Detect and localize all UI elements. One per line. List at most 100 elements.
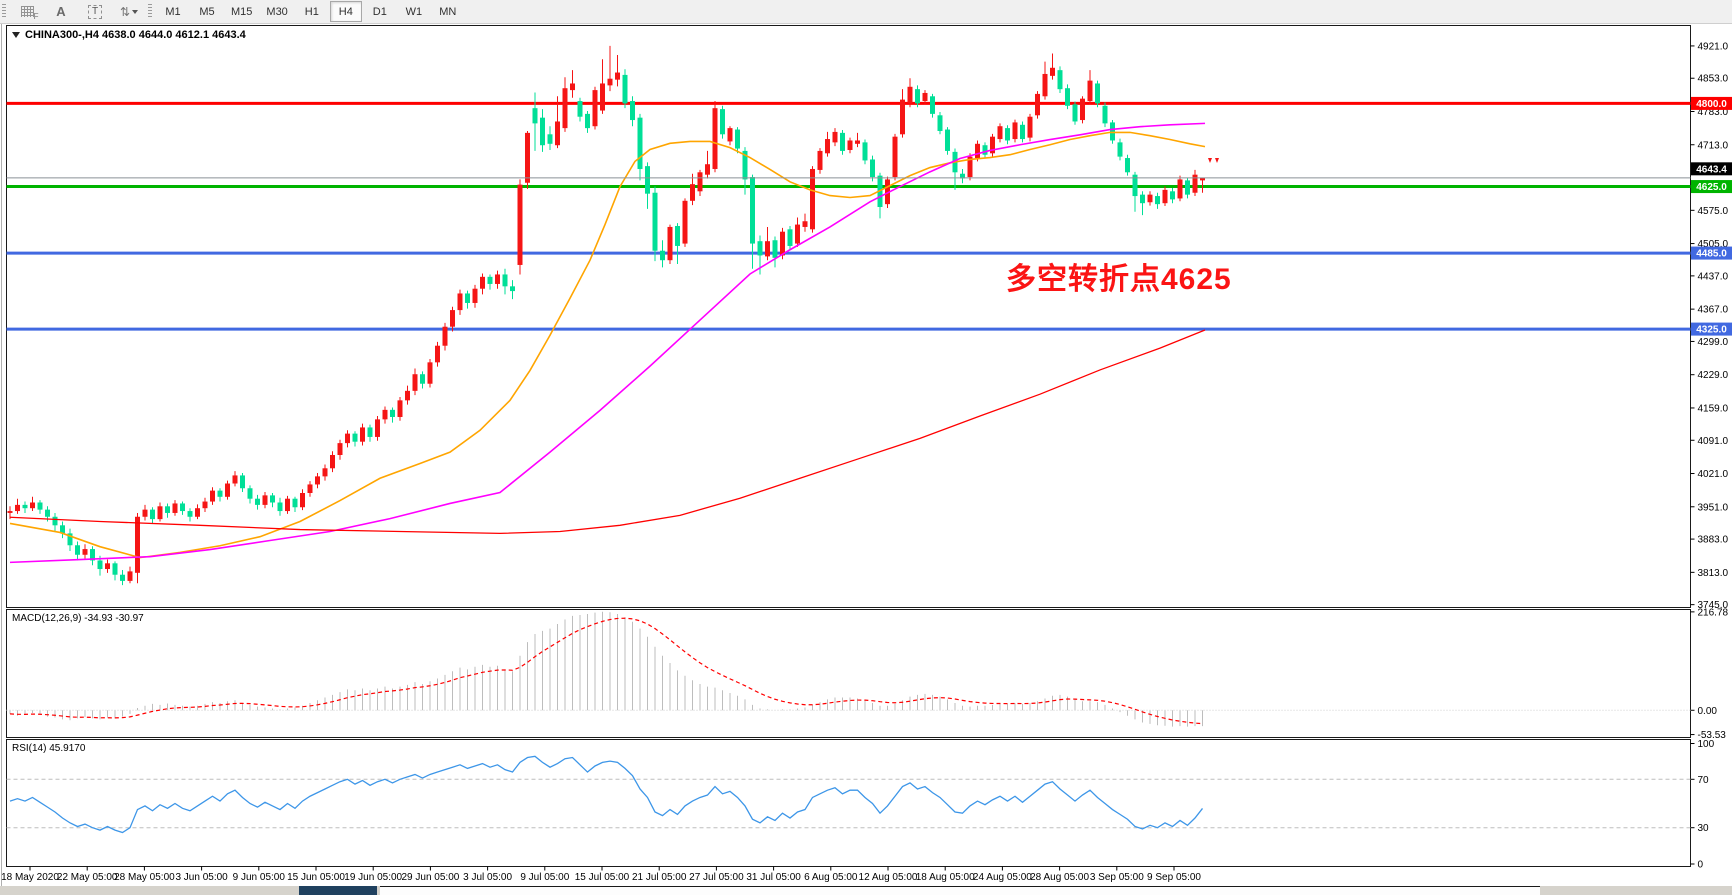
toolbar-grip-2[interactable]	[148, 4, 152, 19]
candle	[1020, 124, 1025, 140]
svg-text:22 May 05:00: 22 May 05:00	[57, 872, 118, 883]
candle	[892, 136, 898, 178]
candle	[435, 345, 440, 363]
candle	[1155, 196, 1160, 205]
timeframe-w1[interactable]: W1	[405, 5, 423, 18]
candle	[675, 225, 680, 246]
candle	[22, 504, 28, 509]
candle	[540, 117, 545, 146]
candle	[1200, 177, 1205, 181]
price-badge-4625.0: 4625.0	[1691, 180, 1732, 194]
timeframe-d1[interactable]: D1	[372, 5, 387, 18]
letter-a-icon: A	[56, 4, 66, 19]
rsi-panel[interactable]	[6, 739, 1691, 867]
candle	[187, 511, 193, 517]
candle	[1102, 105, 1108, 124]
price-axis[interactable]: 4921.0 4853.0 4783.0 4713.0 4575.0 4505.0 4437…	[1690, 41, 1729, 611]
svg-text:4713.0: 4713.0	[1698, 140, 1729, 151]
candle	[772, 240, 778, 258]
candle	[750, 177, 755, 244]
svg-text:3 Sep 05:00: 3 Sep 05:00	[1090, 872, 1144, 883]
candle	[30, 502, 35, 509]
candle	[315, 476, 320, 485]
timeframe-mn[interactable]: MN	[439, 5, 457, 18]
candle	[922, 92, 928, 102]
candle	[727, 128, 733, 142]
candle	[45, 509, 50, 517]
svg-text:0: 0	[1698, 860, 1704, 871]
candle	[885, 179, 890, 205]
current-price-badge: 4643.4	[1691, 162, 1732, 176]
svg-text:-53.53: -53.53	[1698, 730, 1727, 741]
svg-text:3 Jun 05:00: 3 Jun 05:00	[175, 872, 228, 883]
candle	[1057, 70, 1063, 90]
candle	[870, 159, 875, 178]
candle	[1005, 128, 1010, 141]
macd-axis[interactable]: 216.78 0.00 -53.53	[1690, 607, 1729, 741]
candle	[720, 109, 725, 135]
candle	[457, 293, 463, 311]
svg-text:9 Sep 05:00: 9 Sep 05:00	[1147, 872, 1201, 883]
candle	[397, 400, 403, 417]
svg-text:4625.0: 4625.0	[1696, 182, 1727, 193]
svg-text:4485.0: 4485.0	[1696, 249, 1727, 260]
svg-text:3 Jul 05:00: 3 Jul 05:00	[463, 872, 512, 883]
candle	[502, 274, 508, 287]
ma_mid-line[interactable]	[9, 122, 1206, 564]
candle	[52, 516, 58, 526]
svg-text:4299.0: 4299.0	[1698, 337, 1729, 348]
candle	[225, 483, 230, 497]
toolbar-grip[interactable]	[2, 4, 6, 19]
rsi-axis[interactable]: 100 70 30 0	[1690, 739, 1715, 871]
timeframe-h1[interactable]: H1	[304, 5, 319, 18]
candle	[1065, 88, 1070, 106]
price-badge-4800.0: 4800.0	[1691, 96, 1732, 110]
candle	[682, 200, 688, 244]
candle	[780, 231, 785, 256]
candle	[105, 563, 110, 570]
candle	[487, 276, 493, 284]
candle	[1012, 122, 1018, 140]
candle	[277, 502, 283, 512]
horizontal-lines[interactable]	[6, 101, 1691, 331]
candles	[7, 45, 1205, 586]
chart-annotation-text[interactable]: 多空转折点4625	[1006, 263, 1232, 296]
cycle-arrows-button[interactable]: ⇅	[113, 1, 145, 22]
svg-text:24 Aug 05:00: 24 Aug 05:00	[973, 872, 1032, 883]
candle	[615, 72, 620, 80]
main-chart-panel[interactable]	[6, 25, 1691, 608]
svg-text:3951.0: 3951.0	[1698, 502, 1729, 513]
text-tool-button[interactable]: T	[79, 1, 111, 22]
svg-text:4783.0: 4783.0	[1698, 107, 1729, 118]
rsi-line	[9, 755, 1204, 834]
candle	[510, 286, 515, 292]
ma_slow-line[interactable]	[9, 329, 1206, 535]
candle	[840, 132, 845, 151]
macd-panel[interactable]	[6, 609, 1691, 738]
timeframe-h4[interactable]: H4	[329, 1, 362, 22]
symbol-dropdown-icon[interactable]	[12, 32, 20, 38]
timeframe-m5[interactable]: M5	[199, 5, 215, 18]
label-tool-button[interactable]: A	[45, 1, 77, 22]
timeframe-m30[interactable]: M30	[266, 5, 288, 18]
svg-text:6 Aug 05:00: 6 Aug 05:00	[804, 872, 858, 883]
candle	[67, 533, 73, 546]
candle	[1147, 194, 1153, 203]
candle	[712, 108, 718, 169]
price-badge-4485.0: 4485.0	[1691, 246, 1732, 260]
ma_fast-line[interactable]	[9, 131, 1206, 559]
bottom-strip-light-segment	[380, 886, 1540, 895]
candle	[1162, 189, 1168, 204]
timeframe-m15[interactable]: M15	[231, 5, 253, 18]
svg-text:18 May 2020: 18 May 2020	[1, 872, 59, 883]
timeframe-m1[interactable]: M1	[165, 5, 181, 18]
candle	[585, 113, 590, 129]
grid-f-icon[interactable]: F	[11, 1, 43, 22]
candle	[817, 150, 823, 170]
candle	[495, 274, 500, 284]
candle	[900, 99, 905, 135]
candle	[945, 129, 950, 151]
candle	[180, 503, 185, 512]
